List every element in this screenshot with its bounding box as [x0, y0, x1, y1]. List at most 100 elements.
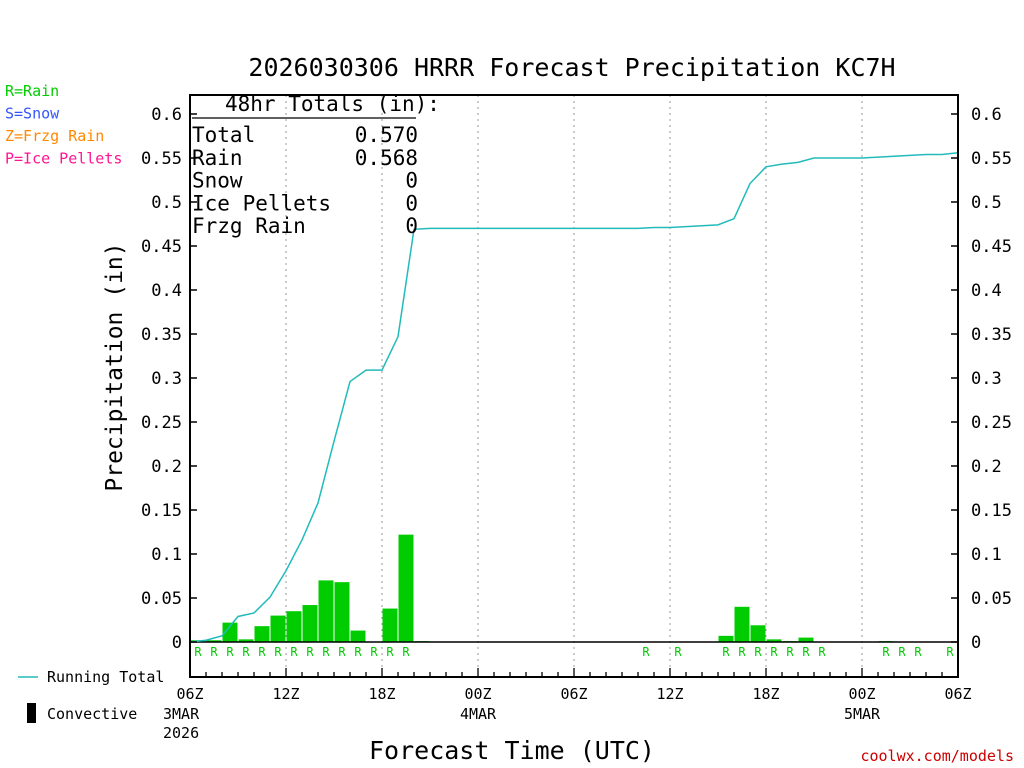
- totals-row-value: 0: [405, 214, 418, 238]
- x-date-label: 2026: [163, 724, 199, 742]
- y-axis-label: Precipitation (in): [102, 242, 128, 491]
- y-tick-label-left: 0.3: [151, 369, 182, 389]
- rain-marker: R: [642, 645, 650, 659]
- rain-marker: R: [914, 645, 922, 659]
- precip-bar: [750, 625, 766, 642]
- totals-row-value: 0: [405, 191, 418, 215]
- totals-row-label: Ice Pellets: [192, 191, 331, 215]
- y-tick-label-left: 0.05: [141, 589, 182, 609]
- x-tick-label: 00Z: [848, 685, 875, 703]
- precip-bar: [398, 534, 414, 642]
- rain-marker: R: [242, 645, 250, 659]
- precip-bar: [798, 637, 814, 642]
- y-tick-label-left: 0: [172, 633, 182, 653]
- x-tick-label: 06Z: [560, 685, 587, 703]
- totals-row-value: 0: [405, 169, 418, 193]
- x-date-label: 5MAR: [844, 705, 881, 723]
- precip-bar: [302, 605, 318, 642]
- x-tick-label: 00Z: [464, 685, 491, 703]
- precip-bar: [734, 606, 750, 642]
- convective-legend-swatch: [27, 703, 36, 723]
- y-tick-label-right: 0.45: [971, 237, 1012, 257]
- x-tick-label: 06Z: [176, 685, 203, 703]
- totals-header: 48hr Totals (in):: [225, 92, 440, 116]
- type-legend-item: R=Rain: [5, 82, 59, 100]
- y-tick-label-left: 0.15: [141, 501, 182, 521]
- precip-bar: [222, 622, 238, 642]
- precip-bar: [718, 635, 734, 642]
- rain-marker: R: [210, 645, 218, 659]
- rain-marker: R: [354, 645, 362, 659]
- y-tick-label-left: 0.45: [141, 237, 182, 257]
- y-tick-label-right: 0.35: [971, 325, 1012, 345]
- y-tick-label-left: 0.25: [141, 413, 182, 433]
- y-tick-label-right: 0.1: [971, 545, 1002, 565]
- x-tick-label: 06Z: [944, 685, 971, 703]
- precip-bar: [382, 608, 398, 642]
- rain-marker: R: [786, 645, 794, 659]
- plot-frame: [189, 94, 959, 678]
- rain-marker: R: [946, 645, 954, 659]
- type-legend-item: S=Snow: [5, 105, 60, 123]
- hourly-bars: [190, 534, 894, 643]
- precip-bar: [206, 640, 222, 642]
- precip-bar: [334, 582, 350, 642]
- y-tick-label-left: 0.55: [141, 149, 182, 169]
- rain-marker: R: [882, 645, 890, 659]
- precip-bar: [238, 639, 254, 642]
- y-tick-label-right: 0.05: [971, 589, 1012, 609]
- running-total-legend-label: Running Total: [47, 668, 164, 686]
- rain-marker: R: [722, 645, 730, 659]
- rain-marker: R: [770, 645, 778, 659]
- series-legend: Running Total Convective: [18, 668, 164, 723]
- y-tick-label-left: 0.5: [151, 193, 182, 213]
- rain-marker: R: [754, 645, 762, 659]
- rain-marker: R: [674, 645, 682, 659]
- rain-marker: R: [306, 645, 314, 659]
- precip-bar: [254, 626, 270, 642]
- x-date-label: 3MAR: [163, 705, 200, 723]
- precip-type-legend: R=Rain S=Snow Z=Frzg Rain P=Ice Pellets: [5, 82, 122, 168]
- precip-bar: [318, 580, 334, 642]
- rain-marker: R: [738, 645, 746, 659]
- precip-bar: [766, 639, 782, 642]
- y-tick-label-right: 0.2: [971, 457, 1002, 477]
- x-tick-label: 12Z: [656, 685, 683, 703]
- rain-marker: R: [402, 645, 410, 659]
- rain-marker: R: [338, 645, 346, 659]
- y-axis-left: 0 0.05 0.1 0.15 0.2 0.25 0.3 0.35 0.4 0.45 0.5 0.55…: [141, 105, 197, 653]
- rain-marker: R: [322, 645, 330, 659]
- y-tick-label-right: 0.5: [971, 193, 1002, 213]
- precip-bar: [270, 615, 286, 642]
- rain-marker: R: [194, 645, 202, 659]
- precip-bar: [350, 630, 366, 642]
- rain-marker: R: [226, 645, 234, 659]
- convective-legend-label: Convective: [47, 705, 137, 723]
- rain-marker: R: [274, 645, 282, 659]
- y-axis-right: 0 0.05 0.1 0.15 0.2 0.25 0.3 0.35 0.4 0.45 0.5 0.55…: [951, 105, 1012, 653]
- x-date-label: 4MAR: [460, 705, 497, 723]
- type-legend-item: Z=Frzg Rain: [5, 127, 104, 145]
- x-tick-label: 18Z: [752, 685, 779, 703]
- totals-row-label: Snow: [192, 169, 243, 193]
- y-tick-label-right: 0.4: [971, 281, 1002, 301]
- x-tick-label: 12Z: [272, 685, 299, 703]
- y-tick-label-left: 0.4: [151, 281, 182, 301]
- rain-marker: R: [290, 645, 298, 659]
- y-tick-label-left: 0.1: [151, 545, 182, 565]
- y-tick-label-left: 0.35: [141, 325, 182, 345]
- grid-lines: [285, 95, 863, 677]
- rain-marker: R: [386, 645, 394, 659]
- totals-row-label: Rain: [192, 146, 243, 170]
- x-axis-label: Forecast Time (UTC): [369, 736, 655, 765]
- chart-title: 2026030306 HRRR Forecast Precipitation K…: [248, 53, 895, 82]
- totals-row-value: 0.568: [355, 146, 418, 170]
- rain-marker: R: [898, 645, 906, 659]
- totals-row-label: Frzg Rain: [192, 214, 306, 238]
- rain-marker: R: [370, 645, 378, 659]
- y-tick-label-right: 0: [971, 633, 981, 653]
- x-tick-label: 18Z: [368, 685, 395, 703]
